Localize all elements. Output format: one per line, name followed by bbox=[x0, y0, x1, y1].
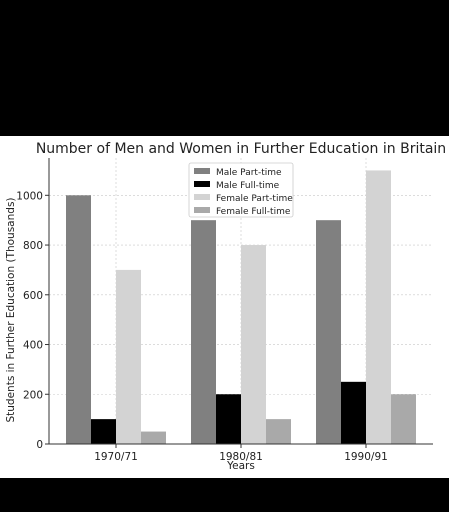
y-tick-label: 200 bbox=[23, 389, 43, 401]
tick-labels: 0 200 400 600 800 1000 1970/71 1980/81 1990/91 bbox=[16, 190, 388, 463]
x-axis-label: Years bbox=[226, 460, 255, 472]
legend-swatch bbox=[194, 194, 210, 200]
legend-swatch bbox=[194, 181, 210, 187]
y-tick-label: 1000 bbox=[16, 190, 43, 202]
chart-figure: Number of Men and Women in Further Educa… bbox=[0, 136, 449, 478]
bar-male-part-time-1980-81 bbox=[191, 220, 216, 444]
y-tick-label: 0 bbox=[36, 439, 43, 451]
bar-female-part-time-1990-91 bbox=[366, 170, 391, 444]
legend-swatch bbox=[194, 168, 210, 174]
legend-box bbox=[188, 162, 294, 218]
legend-label: Male Full-time bbox=[216, 181, 280, 191]
y-axis-label: Students in Further Education (Thousands… bbox=[5, 197, 17, 422]
x-tick-label: 1970/71 bbox=[94, 451, 138, 463]
y-tick-label: 800 bbox=[23, 240, 43, 252]
legend-label: Male Part-time bbox=[216, 168, 282, 178]
y-tick-label: 400 bbox=[23, 340, 43, 352]
x-tick-label: 1990/91 bbox=[344, 451, 388, 463]
bar-chart: Number of Men and Women in Further Educa… bbox=[5, 141, 446, 472]
bar-male-full-time-1980-81 bbox=[216, 394, 241, 444]
chart-title: Number of Men and Women in Further Educa… bbox=[36, 141, 446, 157]
bar-female-full-time-1990-91 bbox=[391, 394, 416, 444]
bar-male-full-time-1970-71 bbox=[91, 419, 116, 444]
y-tick-label: 600 bbox=[23, 290, 43, 302]
legend-label: Female Part-time bbox=[216, 194, 293, 204]
bar-female-full-time-1980-81 bbox=[266, 419, 291, 444]
bar-male-full-time-1990-91 bbox=[341, 381, 366, 444]
legend-swatch bbox=[194, 207, 210, 213]
bar-female-part-time-1980-81 bbox=[241, 245, 266, 444]
bar-female-part-time-1970-71 bbox=[116, 269, 141, 444]
x-tick-label: 1980/81 bbox=[219, 451, 263, 463]
bar-male-part-time-1970-71 bbox=[66, 195, 91, 444]
axes bbox=[45, 158, 433, 448]
bar-male-part-time-1990-91 bbox=[316, 220, 341, 444]
legend-label: Female Full-time bbox=[216, 207, 291, 217]
legend: Male Part-time Male Full-time Female Part-… bbox=[188, 162, 294, 218]
bar-female-full-time-1970-71 bbox=[141, 431, 166, 444]
bars-group bbox=[66, 170, 416, 444]
